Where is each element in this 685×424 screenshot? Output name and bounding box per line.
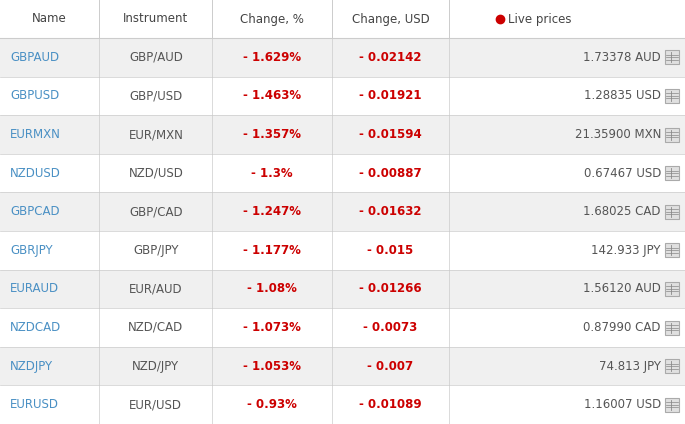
Bar bbox=[665, 321, 679, 335]
Bar bbox=[0, 154, 685, 192]
Bar bbox=[665, 243, 679, 257]
Bar bbox=[0, 115, 685, 154]
Text: EURUSD: EURUSD bbox=[10, 398, 59, 411]
Text: - 1.073%: - 1.073% bbox=[243, 321, 301, 334]
Bar bbox=[0, 385, 685, 424]
Bar bbox=[0, 192, 685, 231]
Text: 1.16007 USD: 1.16007 USD bbox=[584, 398, 661, 411]
Text: 0.87990 CAD: 0.87990 CAD bbox=[584, 321, 661, 334]
Bar bbox=[665, 166, 679, 180]
Bar bbox=[665, 282, 679, 296]
Bar bbox=[0, 38, 685, 77]
Text: NZD/JPY: NZD/JPY bbox=[132, 360, 179, 373]
Text: Change, USD: Change, USD bbox=[351, 12, 429, 25]
Text: 1.28835 USD: 1.28835 USD bbox=[584, 89, 661, 103]
Text: NZD/CAD: NZD/CAD bbox=[128, 321, 184, 334]
Text: - 0.01089: - 0.01089 bbox=[359, 398, 422, 411]
Text: GBPCAD: GBPCAD bbox=[10, 205, 60, 218]
Text: - 1.629%: - 1.629% bbox=[243, 51, 301, 64]
Text: - 1.177%: - 1.177% bbox=[243, 244, 301, 257]
Text: 1.56120 AUD: 1.56120 AUD bbox=[583, 282, 661, 296]
Text: NZDCAD: NZDCAD bbox=[10, 321, 61, 334]
Text: GBP/CAD: GBP/CAD bbox=[129, 205, 183, 218]
Text: - 1.053%: - 1.053% bbox=[243, 360, 301, 373]
Bar bbox=[0, 308, 685, 347]
Text: 0.67467 USD: 0.67467 USD bbox=[584, 167, 661, 180]
Text: - 0.01594: - 0.01594 bbox=[359, 128, 422, 141]
Text: 1.73378 AUD: 1.73378 AUD bbox=[583, 51, 661, 64]
Bar bbox=[665, 128, 679, 142]
Text: 21.35900 MXN: 21.35900 MXN bbox=[575, 128, 661, 141]
Bar bbox=[0, 77, 685, 115]
Text: - 0.01632: - 0.01632 bbox=[359, 205, 422, 218]
Text: - 1.08%: - 1.08% bbox=[247, 282, 297, 296]
Text: GBPUSD: GBPUSD bbox=[10, 89, 59, 103]
Text: EURAUD: EURAUD bbox=[10, 282, 59, 296]
Text: EUR/AUD: EUR/AUD bbox=[129, 282, 183, 296]
Text: NZDJPY: NZDJPY bbox=[10, 360, 53, 373]
Text: - 0.007: - 0.007 bbox=[367, 360, 414, 373]
Text: EURMXN: EURMXN bbox=[10, 128, 61, 141]
Text: GBP/USD: GBP/USD bbox=[129, 89, 182, 103]
Text: 1.68025 CAD: 1.68025 CAD bbox=[584, 205, 661, 218]
Bar bbox=[665, 50, 679, 64]
Text: - 0.015: - 0.015 bbox=[367, 244, 414, 257]
Text: EUR/MXN: EUR/MXN bbox=[128, 128, 184, 141]
Text: GBRJPY: GBRJPY bbox=[10, 244, 53, 257]
Text: - 0.93%: - 0.93% bbox=[247, 398, 297, 411]
Text: NZD/USD: NZD/USD bbox=[128, 167, 184, 180]
Text: - 1.463%: - 1.463% bbox=[243, 89, 301, 103]
Bar bbox=[665, 398, 679, 412]
Text: GBP/AUD: GBP/AUD bbox=[129, 51, 183, 64]
Text: Instrument: Instrument bbox=[123, 12, 188, 25]
Text: GBP/JPY: GBP/JPY bbox=[133, 244, 179, 257]
Bar bbox=[0, 270, 685, 308]
Text: 142.933 JPY: 142.933 JPY bbox=[592, 244, 661, 257]
Text: - 0.01266: - 0.01266 bbox=[359, 282, 422, 296]
Text: NZDUSD: NZDUSD bbox=[10, 167, 61, 180]
Text: - 0.0073: - 0.0073 bbox=[363, 321, 418, 334]
Text: - 0.01921: - 0.01921 bbox=[359, 89, 422, 103]
Bar bbox=[0, 231, 685, 270]
Text: Live prices: Live prices bbox=[508, 12, 571, 25]
Text: Change, %: Change, % bbox=[240, 12, 304, 25]
Text: Name: Name bbox=[32, 12, 67, 25]
Bar bbox=[665, 359, 679, 373]
Text: 74.813 JPY: 74.813 JPY bbox=[599, 360, 661, 373]
Text: - 0.00887: - 0.00887 bbox=[359, 167, 422, 180]
Text: - 1.3%: - 1.3% bbox=[251, 167, 293, 180]
Bar bbox=[665, 89, 679, 103]
Bar bbox=[665, 205, 679, 219]
Bar bbox=[0, 347, 685, 385]
Bar bbox=[0, 0, 685, 38]
Text: EUR/USD: EUR/USD bbox=[129, 398, 182, 411]
Text: - 0.02142: - 0.02142 bbox=[359, 51, 422, 64]
Text: - 1.247%: - 1.247% bbox=[243, 205, 301, 218]
Text: GBPAUD: GBPAUD bbox=[10, 51, 59, 64]
Text: - 1.357%: - 1.357% bbox=[243, 128, 301, 141]
